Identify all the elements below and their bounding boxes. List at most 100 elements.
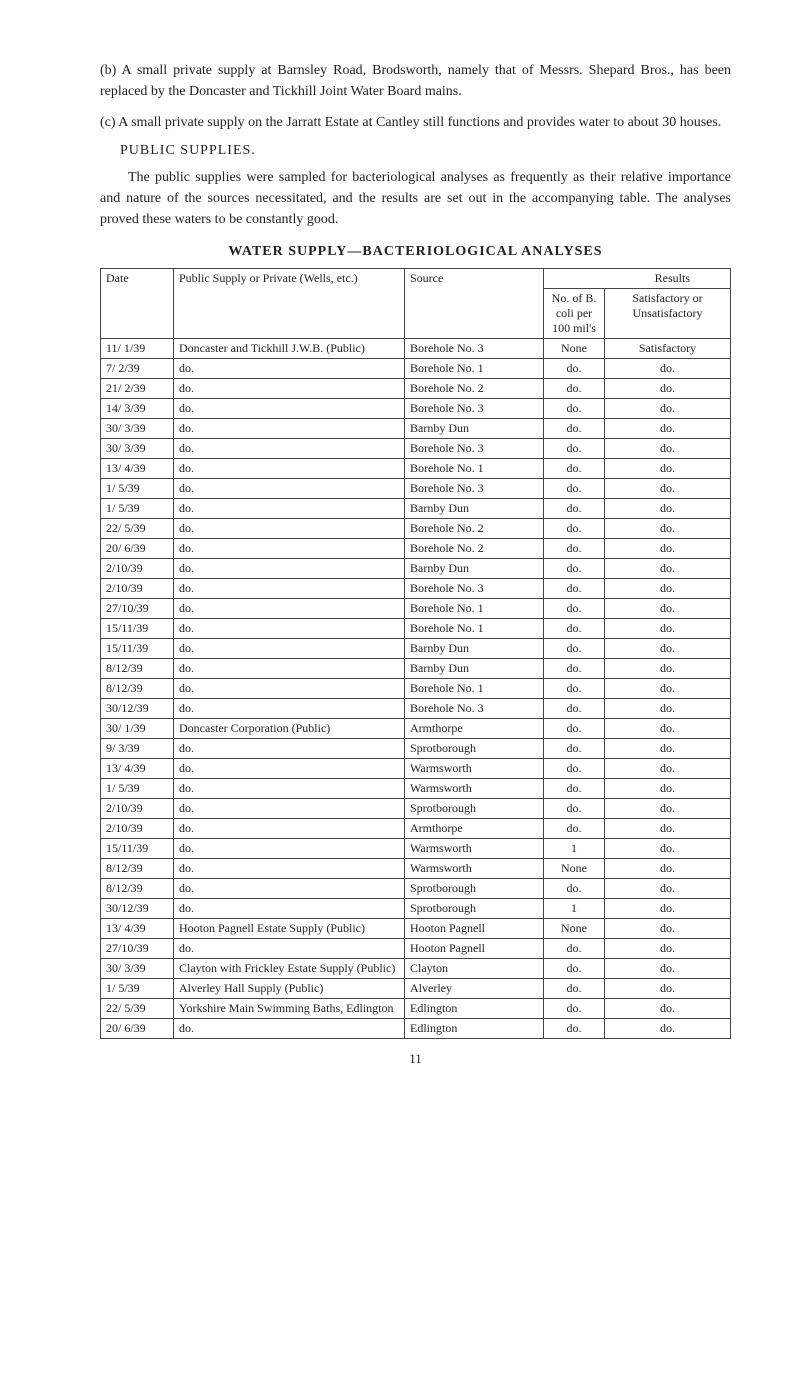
table-row: 9/ 3/39do.Sprotboroughdo.do.: [101, 739, 731, 759]
table-row: 2/10/39do.Armthorpedo.do.: [101, 819, 731, 839]
table-row: 30/ 3/39do.Barnby Dundo.do.: [101, 419, 731, 439]
table-row: 13/ 4/39Hooton Pagnell Estate Supply (Pu…: [101, 919, 731, 939]
cell-satisfactory: do.: [605, 399, 731, 419]
cell-satisfactory: do.: [605, 639, 731, 659]
cell-source: Sprotborough: [405, 799, 544, 819]
cell-supply: do.: [174, 399, 405, 419]
table-row: 8/12/39do.Borehole No. 1do.do.: [101, 679, 731, 699]
cell-satisfactory: do.: [605, 599, 731, 619]
cell-supply: do.: [174, 559, 405, 579]
cell-satisfactory: do.: [605, 799, 731, 819]
cell-no-coli: do.: [544, 819, 605, 839]
cell-satisfactory: do.: [605, 999, 731, 1019]
cell-source: Borehole No. 1: [405, 599, 544, 619]
cell-no-coli: do.: [544, 639, 605, 659]
table-row: 7/ 2/39do.Borehole No. 1do.do.: [101, 359, 731, 379]
cell-supply: do.: [174, 859, 405, 879]
table-row: 21/ 2/39do.Borehole No. 2do.do.: [101, 379, 731, 399]
public-supplies-heading: PUBLIC SUPPLIES.: [120, 143, 731, 159]
cell-no-coli: do.: [544, 999, 605, 1019]
table-row: 2/10/39do.Barnby Dundo.do.: [101, 559, 731, 579]
cell-supply: do.: [174, 539, 405, 559]
table-row: 8/12/39do.Sprotboroughdo.do.: [101, 879, 731, 899]
cell-satisfactory: do.: [605, 819, 731, 839]
table-row: 2/10/39do.Borehole No. 3do.do.: [101, 579, 731, 599]
cell-satisfactory: do.: [605, 719, 731, 739]
cell-satisfactory: do.: [605, 759, 731, 779]
cell-supply: Alverley Hall Supply (Public): [174, 979, 405, 999]
cell-satisfactory: do.: [605, 539, 731, 559]
cell-no-coli: do.: [544, 499, 605, 519]
cell-source: Borehole No. 1: [405, 359, 544, 379]
cell-source: Armthorpe: [405, 819, 544, 839]
cell-date: 14/ 3/39: [101, 399, 174, 419]
table-row: 8/12/39do.WarmsworthNonedo.: [101, 859, 731, 879]
cell-no-coli: do.: [544, 519, 605, 539]
cell-source: Edlington: [405, 1019, 544, 1039]
paragraph-c: (c) A small private supply on the Jarrat…: [100, 112, 731, 133]
cell-supply: do.: [174, 379, 405, 399]
cell-supply: do.: [174, 699, 405, 719]
cell-date: 8/12/39: [101, 659, 174, 679]
cell-source: Borehole No. 2: [405, 519, 544, 539]
cell-date: 30/ 3/39: [101, 419, 174, 439]
cell-no-coli: do.: [544, 719, 605, 739]
cell-source: Edlington: [405, 999, 544, 1019]
cell-source: Warmsworth: [405, 859, 544, 879]
cell-source: Borehole No. 3: [405, 579, 544, 599]
cell-date: 1/ 5/39: [101, 479, 174, 499]
table-row: 30/12/39do.Borehole No. 3do.do.: [101, 699, 731, 719]
th-supply: Public Supply or Private (Wells, etc.): [174, 269, 405, 339]
cell-supply: do.: [174, 899, 405, 919]
cell-satisfactory: do.: [605, 519, 731, 539]
cell-date: 8/12/39: [101, 679, 174, 699]
cell-source: Warmsworth: [405, 839, 544, 859]
cell-source: Barnby Dun: [405, 659, 544, 679]
cell-supply: do.: [174, 639, 405, 659]
cell-date: 30/ 3/39: [101, 959, 174, 979]
table-row: 15/11/39do.Warmsworth1do.: [101, 839, 731, 859]
cell-date: 30/12/39: [101, 899, 174, 919]
cell-satisfactory: do.: [605, 559, 731, 579]
cell-date: 27/10/39: [101, 939, 174, 959]
cell-no-coli: do.: [544, 939, 605, 959]
cell-date: 8/12/39: [101, 879, 174, 899]
cell-supply: do.: [174, 879, 405, 899]
cell-supply: do.: [174, 759, 405, 779]
cell-no-coli: do.: [544, 1019, 605, 1039]
cell-date: 7/ 2/39: [101, 359, 174, 379]
cell-satisfactory: Satisfactory: [605, 339, 731, 359]
cell-source: Hooton Pagnell: [405, 919, 544, 939]
cell-satisfactory: do.: [605, 839, 731, 859]
cell-supply: do.: [174, 499, 405, 519]
table-row: 1/ 5/39Alverley Hall Supply (Public)Alve…: [101, 979, 731, 999]
cell-supply: do.: [174, 419, 405, 439]
cell-date: 27/10/39: [101, 599, 174, 619]
cell-satisfactory: do.: [605, 419, 731, 439]
cell-source: Borehole No. 3: [405, 699, 544, 719]
cell-source: Hooton Pagnell: [405, 939, 544, 959]
cell-no-coli: do.: [544, 579, 605, 599]
cell-date: 20/ 6/39: [101, 1019, 174, 1039]
table-row: 22/ 5/39Yorkshire Main Swimming Baths, E…: [101, 999, 731, 1019]
cell-date: 20/ 6/39: [101, 539, 174, 559]
th-date: Date: [101, 269, 174, 339]
table-row: 20/ 6/39do.Borehole No. 2do.do.: [101, 539, 731, 559]
cell-no-coli: do.: [544, 439, 605, 459]
cell-date: 21/ 2/39: [101, 379, 174, 399]
cell-date: 1/ 5/39: [101, 499, 174, 519]
cell-source: Borehole No. 1: [405, 459, 544, 479]
cell-satisfactory: do.: [605, 659, 731, 679]
cell-no-coli: do.: [544, 379, 605, 399]
cell-supply: do.: [174, 839, 405, 859]
cell-date: 15/11/39: [101, 839, 174, 859]
cell-source: Borehole No. 2: [405, 379, 544, 399]
cell-date: 2/10/39: [101, 819, 174, 839]
cell-date: 8/12/39: [101, 859, 174, 879]
cell-supply: do.: [174, 819, 405, 839]
cell-date: 15/11/39: [101, 619, 174, 639]
cell-no-coli: None: [544, 859, 605, 879]
cell-satisfactory: do.: [605, 879, 731, 899]
table-row: 13/ 4/39do.Borehole No. 1do.do.: [101, 459, 731, 479]
cell-date: 2/10/39: [101, 559, 174, 579]
